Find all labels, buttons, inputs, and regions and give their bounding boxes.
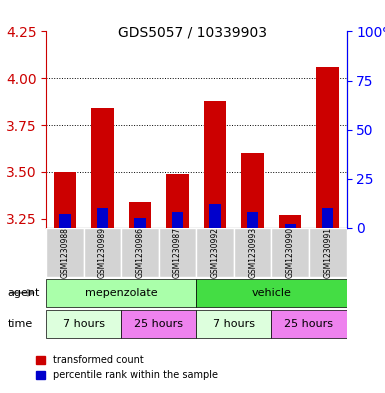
Text: 25 hours: 25 hours — [134, 319, 183, 329]
Bar — [166, 174, 189, 228]
Bar — [54, 172, 76, 228]
FancyBboxPatch shape — [159, 228, 196, 277]
FancyBboxPatch shape — [309, 228, 346, 277]
Text: GSM1230989: GSM1230989 — [98, 227, 107, 278]
Text: GSM1230990: GSM1230990 — [286, 227, 295, 278]
Bar — [129, 202, 151, 228]
Bar — [316, 67, 339, 228]
FancyBboxPatch shape — [271, 310, 346, 338]
Text: mepenzolate: mepenzolate — [85, 288, 157, 298]
FancyBboxPatch shape — [46, 279, 196, 307]
Text: GDS5057 / 10339903: GDS5057 / 10339903 — [118, 26, 267, 40]
FancyBboxPatch shape — [196, 228, 234, 277]
Bar — [172, 212, 183, 228]
Text: 7 hours: 7 hours — [213, 319, 255, 329]
Text: GSM1230992: GSM1230992 — [211, 227, 219, 278]
FancyBboxPatch shape — [196, 279, 346, 307]
Bar — [97, 208, 108, 228]
FancyBboxPatch shape — [196, 310, 271, 338]
Text: time: time — [8, 319, 33, 329]
FancyBboxPatch shape — [121, 228, 159, 277]
Legend: transformed count, percentile rank within the sample: transformed count, percentile rank withi… — [32, 352, 222, 384]
FancyBboxPatch shape — [46, 228, 84, 277]
Text: GSM1230988: GSM1230988 — [60, 227, 69, 278]
FancyBboxPatch shape — [121, 310, 196, 338]
Text: 25 hours: 25 hours — [285, 319, 333, 329]
FancyBboxPatch shape — [234, 228, 271, 277]
Text: vehicle: vehicle — [251, 288, 291, 298]
Bar — [59, 214, 70, 228]
FancyBboxPatch shape — [271, 228, 309, 277]
Bar — [322, 208, 333, 228]
Bar — [285, 224, 296, 228]
Bar — [279, 215, 301, 228]
Bar — [247, 212, 258, 228]
Text: GSM1230993: GSM1230993 — [248, 227, 257, 278]
Text: agent: agent — [8, 288, 40, 298]
Bar — [134, 218, 146, 228]
Bar — [241, 153, 264, 228]
FancyBboxPatch shape — [46, 310, 121, 338]
Bar — [204, 101, 226, 228]
Bar — [209, 204, 221, 228]
Bar — [91, 108, 114, 228]
FancyBboxPatch shape — [84, 228, 121, 277]
Text: 7 hours: 7 hours — [63, 319, 105, 329]
Text: GSM1230991: GSM1230991 — [323, 227, 332, 278]
Text: GSM1230987: GSM1230987 — [173, 227, 182, 278]
Text: GSM1230986: GSM1230986 — [136, 227, 144, 278]
